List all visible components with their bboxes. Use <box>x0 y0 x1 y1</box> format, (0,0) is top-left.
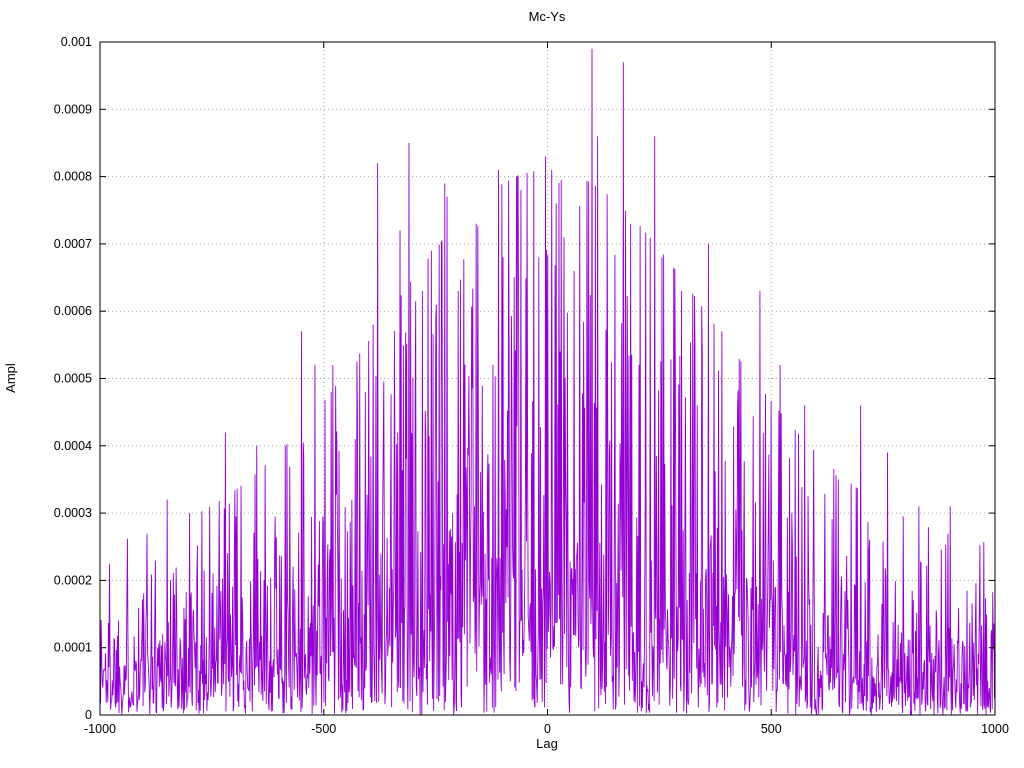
x-tick-label: 1000 <box>981 722 1009 736</box>
y-tick-label: 0.0007 <box>54 237 92 251</box>
chart-title: Mc-Ys <box>529 9 566 24</box>
x-tick-label: -1000 <box>84 722 116 736</box>
y-tick-label: 0.0004 <box>54 439 92 453</box>
y-axis-label: Ampl <box>3 363 18 393</box>
y-tick-label: 0.001 <box>61 35 92 49</box>
x-axis-label: Lag <box>536 736 558 751</box>
x-tick-label: 0 <box>544 722 551 736</box>
y-tick-label: 0 <box>85 708 92 722</box>
y-tick-labels: 0 0.0001 0.0002 0.0003 0.0004 0.0005 0.0006 0.0… <box>54 35 92 722</box>
y-tick-label: 0.0003 <box>54 506 92 520</box>
x-tick-labels: -1000 -500 0 500 1000 <box>84 722 1009 736</box>
x-tick-label: -500 <box>311 722 336 736</box>
y-tick-label: 0.0001 <box>54 641 92 655</box>
tick-marks <box>99 41 996 716</box>
y-tick-label: 0.0005 <box>54 372 92 386</box>
series-path <box>99 48 996 716</box>
y-tick-label: 0.0008 <box>54 170 92 184</box>
y-tick-label: 0.0009 <box>54 102 92 116</box>
y-tick-label: 0.0002 <box>54 573 92 587</box>
x-tick-label: 500 <box>761 722 782 736</box>
y-tick-label: 0.0006 <box>54 304 92 318</box>
